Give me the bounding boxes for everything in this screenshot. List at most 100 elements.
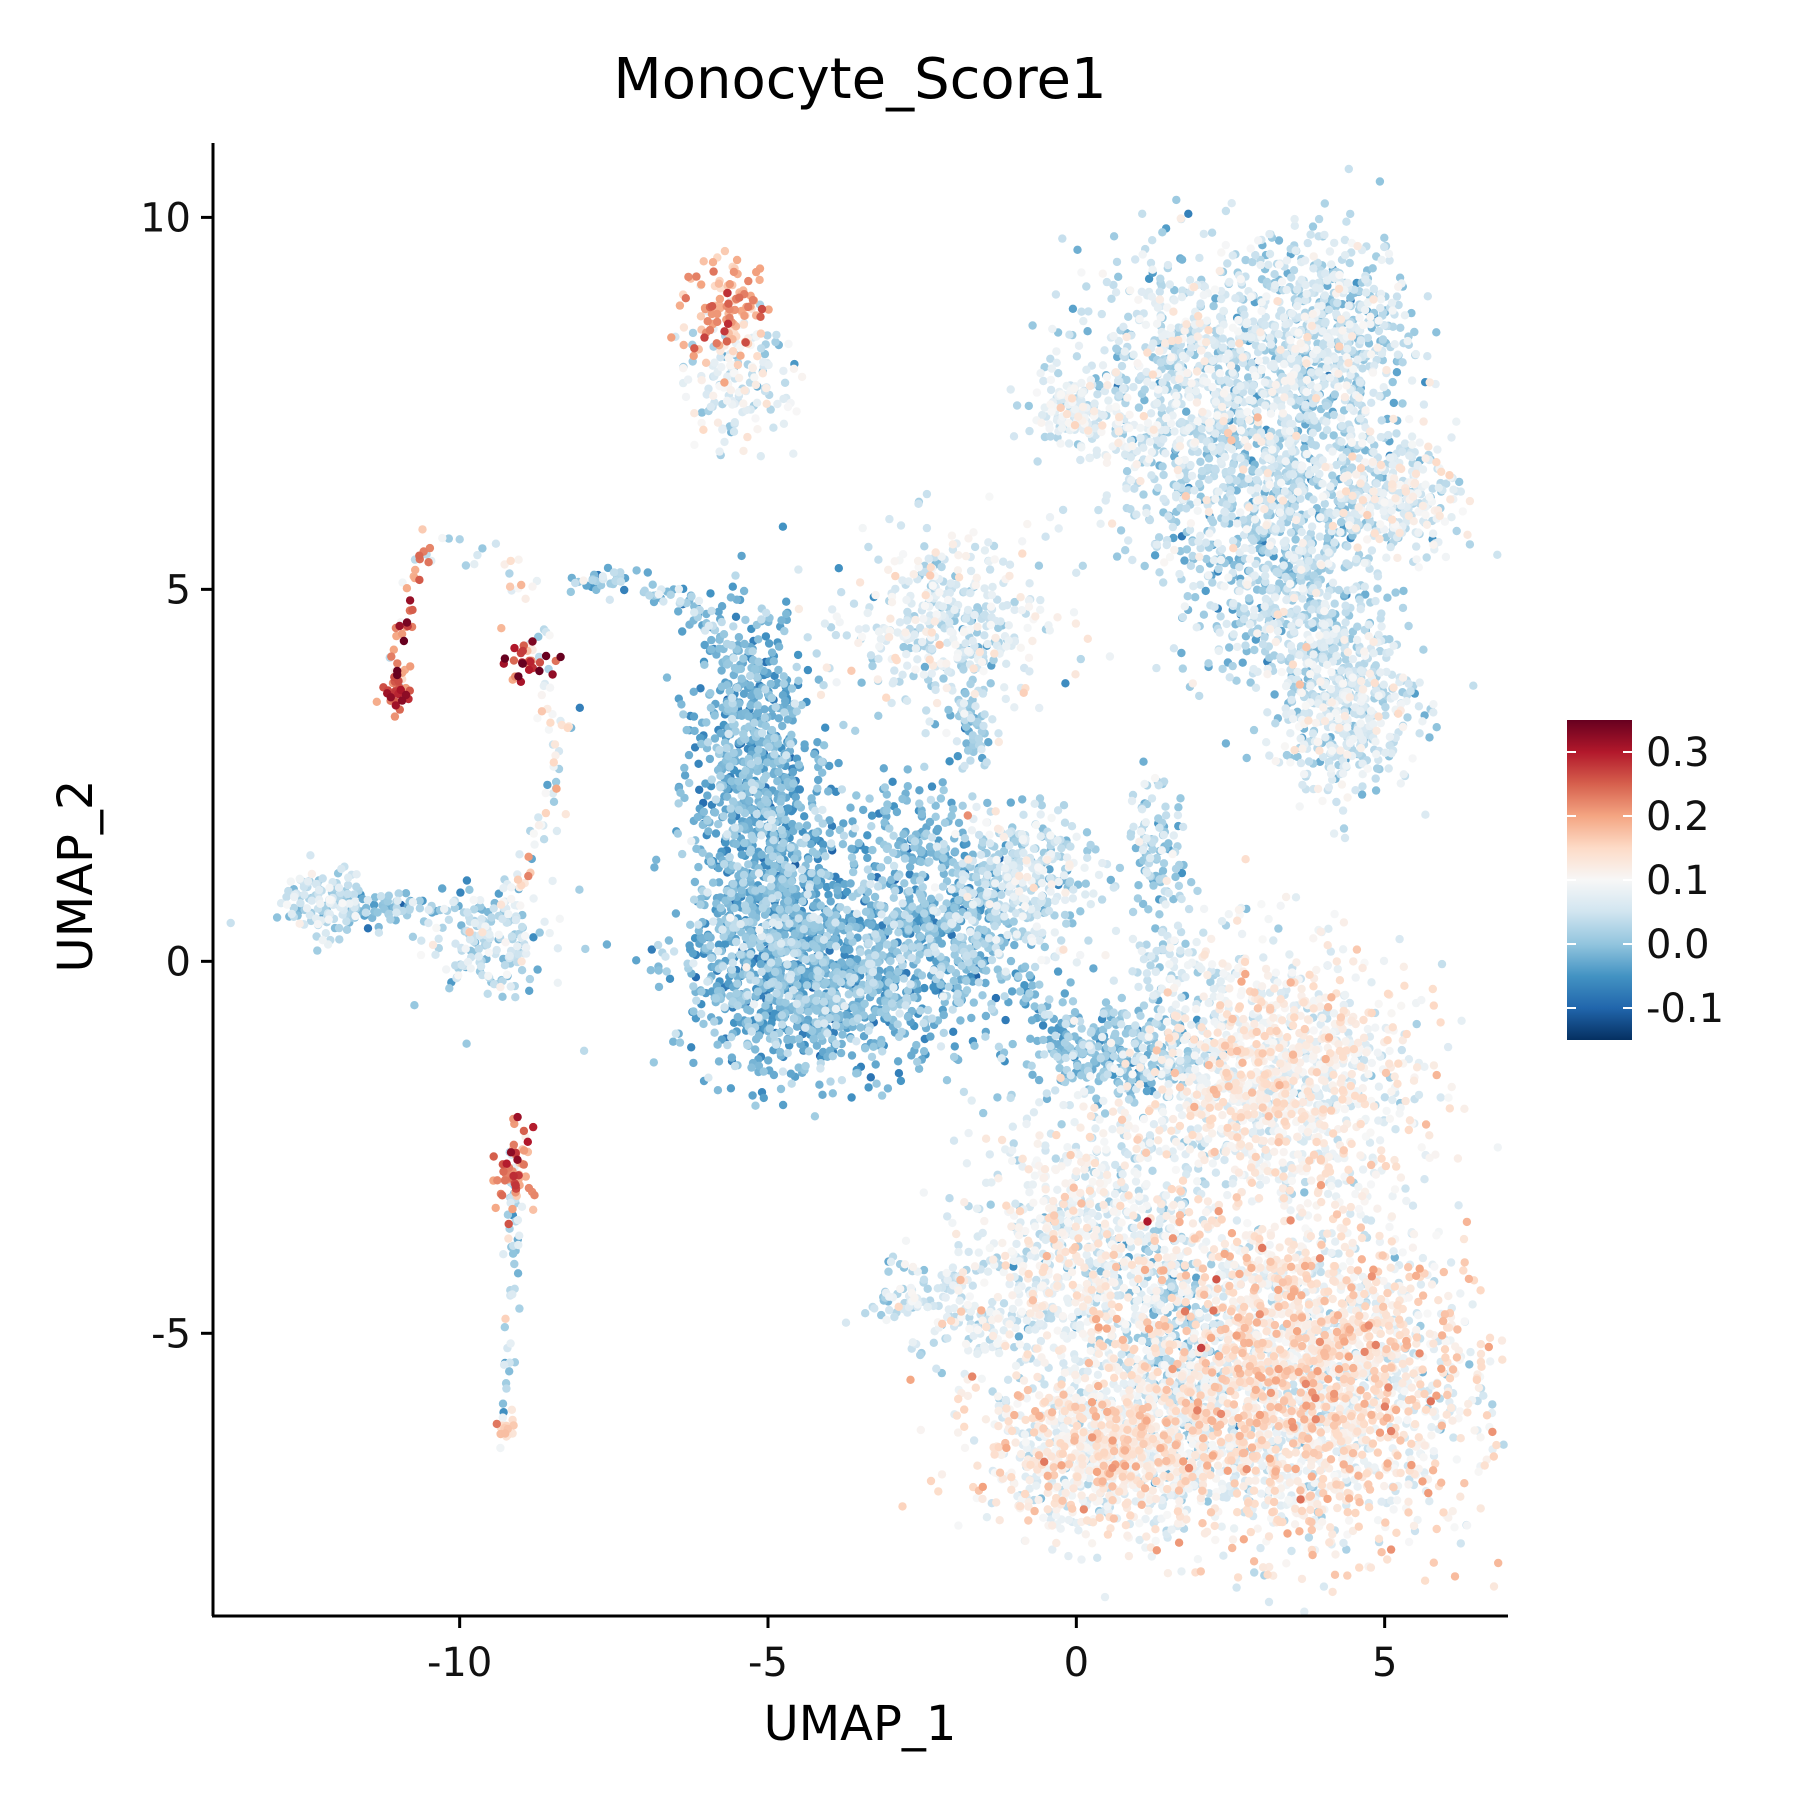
scatter-point (970, 1041, 979, 1051)
scatter-point (1060, 989, 1070, 998)
scatter-point (689, 982, 698, 991)
scatter-point (726, 593, 736, 602)
scatter-point (1249, 725, 1259, 735)
scatter-point (984, 738, 993, 747)
scatter-point (1082, 828, 1092, 837)
scatter-point (498, 992, 507, 1001)
scatter-point (779, 679, 788, 688)
scatter-point (865, 794, 874, 803)
scatter-point (1300, 1188, 1309, 1197)
scatter-point (1025, 971, 1034, 980)
scatter-point (839, 720, 848, 730)
scatter-point (747, 831, 756, 840)
scatter-point (710, 711, 719, 720)
scatter-point (765, 993, 774, 1002)
scatter-point (1158, 228, 1167, 237)
scatter-point (1488, 1400, 1497, 1409)
scatter-point (817, 757, 826, 766)
scatter-point (1207, 1260, 1216, 1269)
scatter-point (962, 986, 972, 995)
scatter-point (784, 905, 793, 914)
scatter-point (1065, 877, 1075, 886)
scatter-point (759, 1093, 768, 1103)
scatter-point (714, 1057, 724, 1066)
scatter-point (859, 805, 868, 815)
scatter-point (824, 908, 834, 917)
scatter-point (777, 825, 786, 835)
scatter-point (694, 862, 703, 872)
scatter-point (1191, 593, 1200, 602)
scatter-point (1068, 304, 1078, 313)
scatter-point (1134, 403, 1144, 412)
scatter-point (854, 838, 864, 848)
scatter-point (1465, 540, 1475, 549)
scatter-point (919, 1047, 929, 1056)
scatter-point (703, 932, 713, 941)
scatter-point (821, 978, 831, 987)
scatter-point (916, 891, 925, 901)
scatter-point (748, 1091, 757, 1100)
scatter-point (394, 889, 403, 898)
scatter-point (703, 791, 712, 800)
scatter-point (801, 941, 810, 950)
scatter-point (920, 542, 929, 551)
scatter-point (744, 712, 753, 721)
scatter-point (494, 889, 503, 898)
scatter-point (954, 895, 963, 905)
scatter-point (767, 725, 777, 735)
scatter-point (1371, 786, 1381, 795)
scatter-point (706, 941, 715, 950)
scatter-point (776, 1047, 785, 1057)
scatter-point (1122, 375, 1131, 385)
scatter-point (733, 1001, 742, 1010)
scatter-point (877, 1039, 886, 1048)
scatter-point (684, 750, 694, 760)
scatter-point (1403, 713, 1412, 722)
scatter-point (1159, 859, 1169, 868)
scatter-point (869, 1042, 878, 1052)
scatter-point (698, 848, 707, 857)
scatter-point (1432, 328, 1441, 337)
scatter-point (461, 561, 471, 570)
scatter-point (863, 853, 872, 863)
scatter-point (727, 1053, 737, 1062)
scatter-point (1139, 490, 1148, 499)
scatter-point (866, 1073, 875, 1082)
scatter-point (1015, 987, 1025, 996)
scatter-point (689, 712, 699, 721)
scatter-point (748, 647, 757, 656)
scatter-point (1380, 233, 1389, 242)
scatter-point (997, 890, 1006, 900)
scatter-point (819, 741, 829, 750)
scatter-point (782, 609, 791, 619)
scatter-point (1258, 586, 1267, 595)
scatter-point (949, 1052, 959, 1062)
scatter-point (890, 939, 899, 948)
scatter-point (682, 725, 691, 735)
scatter-point (891, 974, 901, 984)
scatter-point (803, 665, 813, 675)
scatter-point (903, 1012, 913, 1022)
scatter-point (706, 857, 716, 866)
scatter-point (794, 1034, 804, 1044)
scatter-point (780, 626, 789, 636)
scatter-point (1010, 940, 1019, 950)
scatter-point (704, 827, 713, 836)
scatter-point (1345, 258, 1354, 268)
scatter-point (525, 986, 534, 995)
scatter-point (739, 729, 748, 739)
scatter-point (713, 1086, 723, 1095)
scatter-point (828, 1089, 837, 1098)
scatter-point (1375, 177, 1385, 186)
scatter-point (885, 824, 894, 833)
scatter-point (703, 816, 712, 825)
scatter-point (685, 941, 694, 950)
scatter-point (1012, 401, 1022, 410)
scatter-point (1061, 679, 1070, 688)
scatter-point (979, 1108, 988, 1118)
scatter-point (821, 723, 830, 732)
scatter-point (632, 566, 641, 575)
scatter-point (892, 807, 902, 817)
scatter-point (828, 1052, 837, 1061)
scatter-point (782, 597, 791, 606)
